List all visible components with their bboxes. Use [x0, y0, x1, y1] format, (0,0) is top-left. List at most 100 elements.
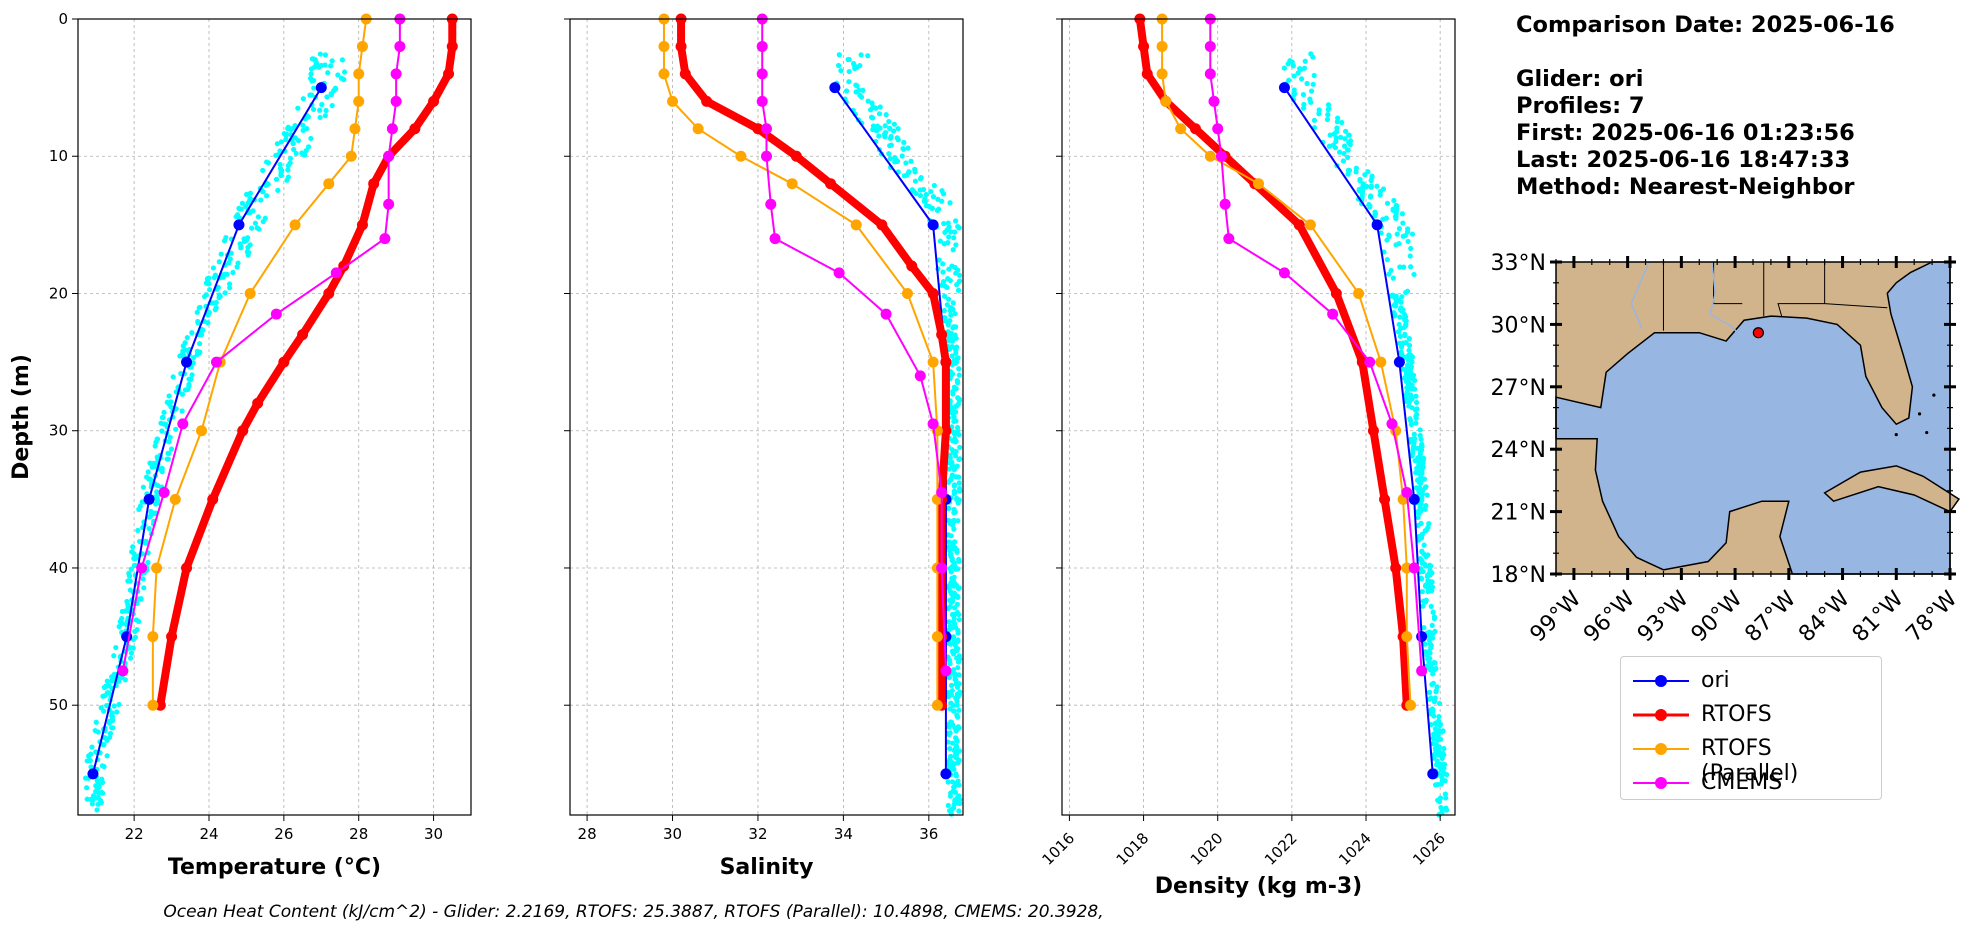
glider-sample-point	[1406, 342, 1413, 349]
glider-sample-point	[1367, 194, 1374, 200]
glider-sample-point	[946, 619, 952, 625]
series-point	[151, 562, 163, 574]
series-point	[667, 95, 679, 107]
glider-sample-point	[941, 191, 947, 197]
glider-sample-point	[953, 681, 959, 687]
glider-sample-point	[93, 719, 99, 725]
glider-sample-point	[310, 106, 317, 113]
series-point	[353, 68, 365, 80]
glider-sample-point	[1324, 116, 1331, 123]
glider-sample-point	[1426, 657, 1432, 663]
glider-sample-point	[230, 269, 236, 276]
glider-sample-point	[128, 566, 134, 572]
glider-sample-point	[215, 284, 221, 291]
glider-sample-point	[1419, 576, 1425, 582]
glider-sample-point	[89, 801, 95, 807]
series-point	[1408, 493, 1420, 505]
glider-sample-point	[227, 256, 233, 262]
glider-sample-point	[835, 62, 842, 69]
glider-sample-point	[951, 615, 957, 622]
glider-sample-point	[948, 641, 954, 647]
glider-sample-point	[134, 627, 140, 633]
glider-sample-point	[948, 580, 954, 586]
glider-sample-point	[838, 68, 844, 74]
x-tick-label: 22	[125, 825, 144, 843]
glider-sample-point	[948, 682, 955, 689]
glider-sample-point	[149, 464, 155, 470]
glider-sample-point	[940, 269, 946, 275]
series-point	[1416, 631, 1428, 643]
glider-sample-point	[953, 736, 959, 742]
y-tick-label: 50	[49, 696, 68, 714]
glider-sample-point	[95, 801, 101, 807]
glider-sample-point	[311, 85, 317, 91]
glider-sample-point	[1291, 87, 1297, 93]
series-point	[1215, 150, 1227, 162]
ohc-text: Ocean Heat Content (kJ/cm^2) - Glider: 2…	[163, 902, 1104, 922]
glider-sample-point	[952, 489, 958, 495]
glider-sample-point	[235, 260, 241, 266]
glider-sample-point	[194, 351, 200, 358]
glider-sample-point	[1413, 413, 1419, 419]
glider-sample-point	[948, 312, 954, 318]
series-point	[1416, 665, 1428, 677]
x-tick-label: 32	[748, 825, 767, 843]
glider-sample-point	[173, 426, 179, 432]
glider-sample-point	[317, 114, 323, 121]
glider-sample-point	[1396, 241, 1402, 247]
glider-sample-point	[1300, 91, 1307, 98]
map-lon-label: 90°W	[1687, 586, 1748, 647]
y-axis-label: Depth (m)	[9, 354, 34, 480]
series-point	[1401, 631, 1413, 643]
glider-sample-point	[1408, 245, 1414, 252]
series-point	[1278, 82, 1290, 94]
glider-sample-point	[850, 60, 857, 67]
x-axis-label: Temperature (°C)	[168, 855, 381, 880]
glider-sample-point	[1409, 453, 1415, 459]
x-tick-label: 1020	[1187, 829, 1227, 869]
glider-sample-point	[853, 82, 859, 88]
glider-sample-point	[882, 123, 888, 129]
glider-sample-point	[947, 657, 953, 664]
glider-sample-point	[1399, 294, 1405, 300]
series-point	[323, 287, 335, 299]
glider-sample-point	[136, 538, 143, 545]
glider-sample-point	[1367, 204, 1373, 210]
glider-sample-point	[1418, 436, 1424, 442]
glider-sample-point	[323, 107, 329, 114]
glider-sample-point	[1427, 567, 1433, 573]
glider-sample-point	[954, 698, 960, 704]
glider-sample-point	[136, 618, 142, 625]
glider-sample-point	[210, 265, 217, 271]
island-speck	[1917, 412, 1922, 416]
glider-sample-point	[1403, 289, 1409, 296]
glider-sample-point	[895, 126, 901, 132]
axes-frame	[1061, 18, 1456, 816]
series-line-rtofs	[156, 19, 457, 706]
glider-sample-point	[950, 388, 956, 395]
glider-sample-point	[1399, 341, 1405, 347]
glider-sample-point	[159, 465, 165, 472]
glider-sample-point	[292, 122, 298, 129]
glider-sample-point	[1408, 264, 1414, 270]
glider-sample-point	[949, 353, 955, 359]
glider-sample-point	[88, 751, 94, 757]
glider-sample-point	[222, 290, 228, 296]
glider-sample-point	[116, 623, 122, 630]
glider-sample-point	[177, 353, 183, 359]
glider-sample-point	[952, 229, 958, 235]
glider-sample-point	[1436, 744, 1442, 750]
glider-sample-point	[1298, 76, 1305, 82]
glider-sample-point	[956, 611, 962, 618]
series-point	[1204, 40, 1216, 52]
glider-sample-point	[1400, 233, 1406, 239]
series-point	[1304, 219, 1316, 231]
glider-sample-point	[950, 522, 956, 528]
series-point	[1353, 287, 1365, 299]
x-tick-label: 1018	[1113, 829, 1153, 869]
glider-sample-point	[954, 702, 960, 708]
glider-sample-point	[1386, 271, 1392, 277]
glider-sample-point	[128, 645, 135, 651]
glider-sample-point	[954, 282, 960, 288]
glider-sample-point	[335, 72, 341, 78]
